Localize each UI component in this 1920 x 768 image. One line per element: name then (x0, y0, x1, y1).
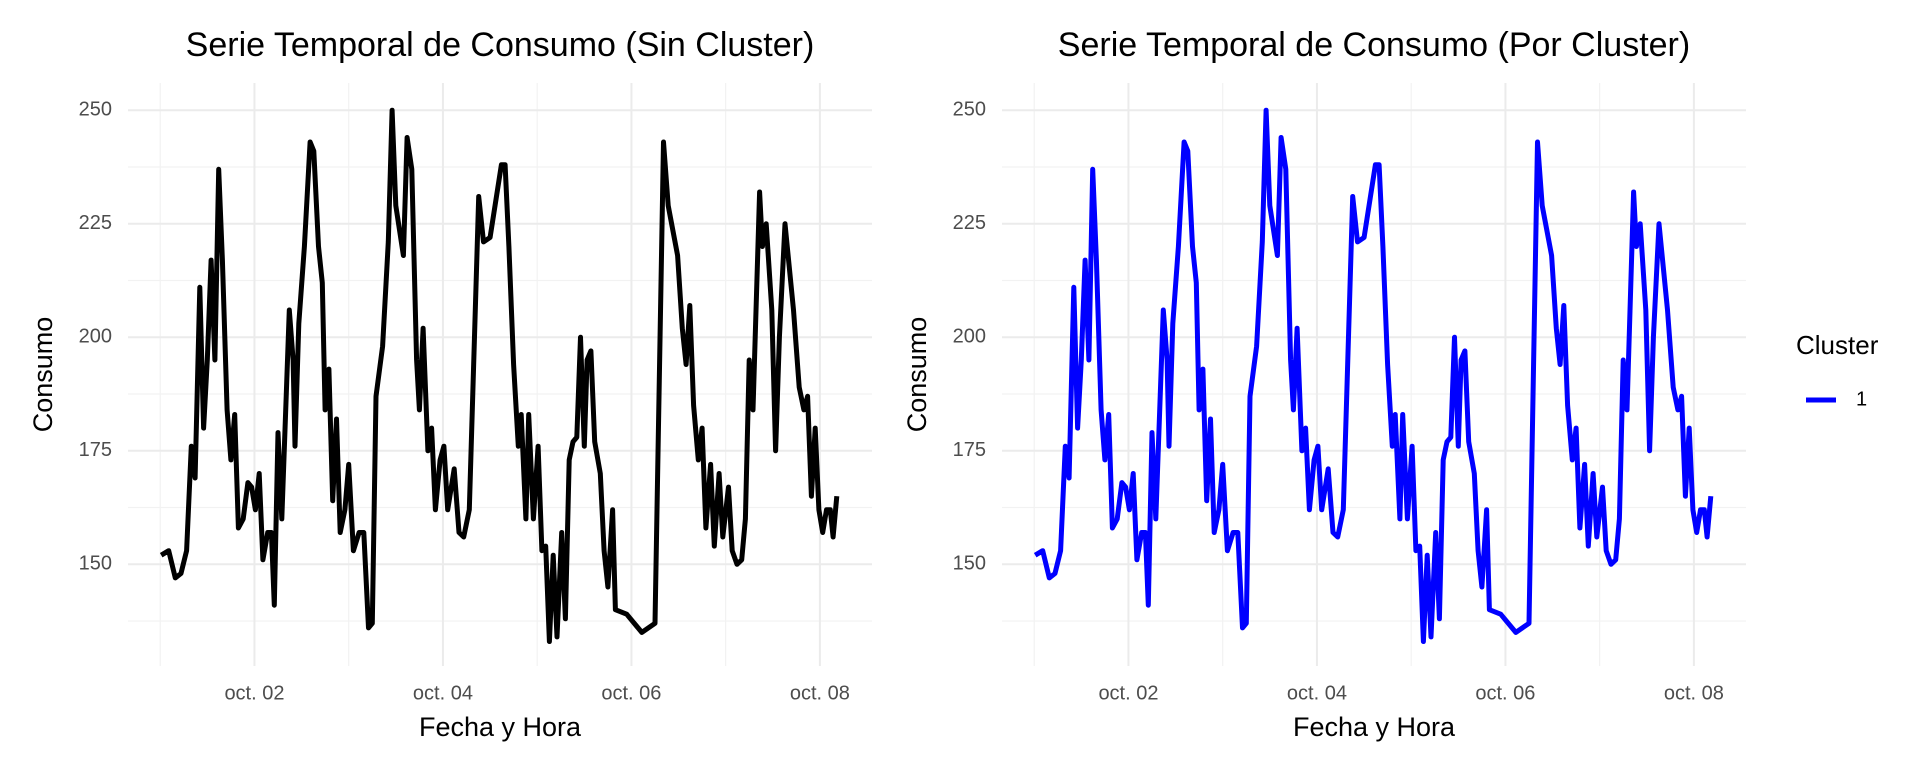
x-tick-label: oct. 06 (601, 682, 661, 704)
x-tick-label: oct. 06 (1475, 682, 1535, 704)
data-line (1033, 107, 1714, 644)
x-tick-label: oct. 08 (1664, 682, 1724, 704)
x-tick-label: oct. 04 (413, 682, 473, 704)
x-tick-label: oct. 02 (1098, 682, 1158, 704)
y-tick-label: 225 (953, 212, 986, 234)
y-tick-label: 225 (79, 212, 112, 234)
y-tick-label: 175 (79, 439, 112, 461)
panel: 150 175 200 225 250 oct. 02 oct. 04 oct. 06 oct.… (28, 26, 872, 742)
panel: 150 175 200 225 250 oct. 02 oct. 04 oct. 06 oct.… (902, 26, 1879, 742)
y-axis-title: Consumo (28, 317, 58, 433)
x-tick-label: oct. 08 (790, 682, 850, 704)
y-tick-label: 200 (953, 326, 986, 348)
y-axis-title: Consumo (902, 317, 932, 433)
y-tick-label: 200 (79, 326, 112, 348)
y-tick-label: 250 (953, 99, 986, 121)
legend-title: Cluster (1796, 330, 1879, 360)
chart-title: Serie Temporal de Consumo (Sin Cluster) (186, 26, 815, 64)
y-tick-label: 150 (79, 553, 112, 575)
x-tick-label: oct. 02 (224, 682, 284, 704)
y-tick-label: 175 (953, 439, 986, 461)
chart-title: Serie Temporal de Consumo (Por Cluster) (1058, 26, 1690, 64)
y-tick-label: 150 (953, 553, 986, 575)
data-line (159, 107, 840, 644)
x-tick-label: oct. 04 (1287, 682, 1347, 704)
x-axis-title: Fecha y Hora (419, 712, 582, 742)
x-axis-title: Fecha y Hora (1293, 712, 1456, 742)
y-tick-label: 250 (79, 99, 112, 121)
legend-label: 1 (1856, 388, 1867, 410)
